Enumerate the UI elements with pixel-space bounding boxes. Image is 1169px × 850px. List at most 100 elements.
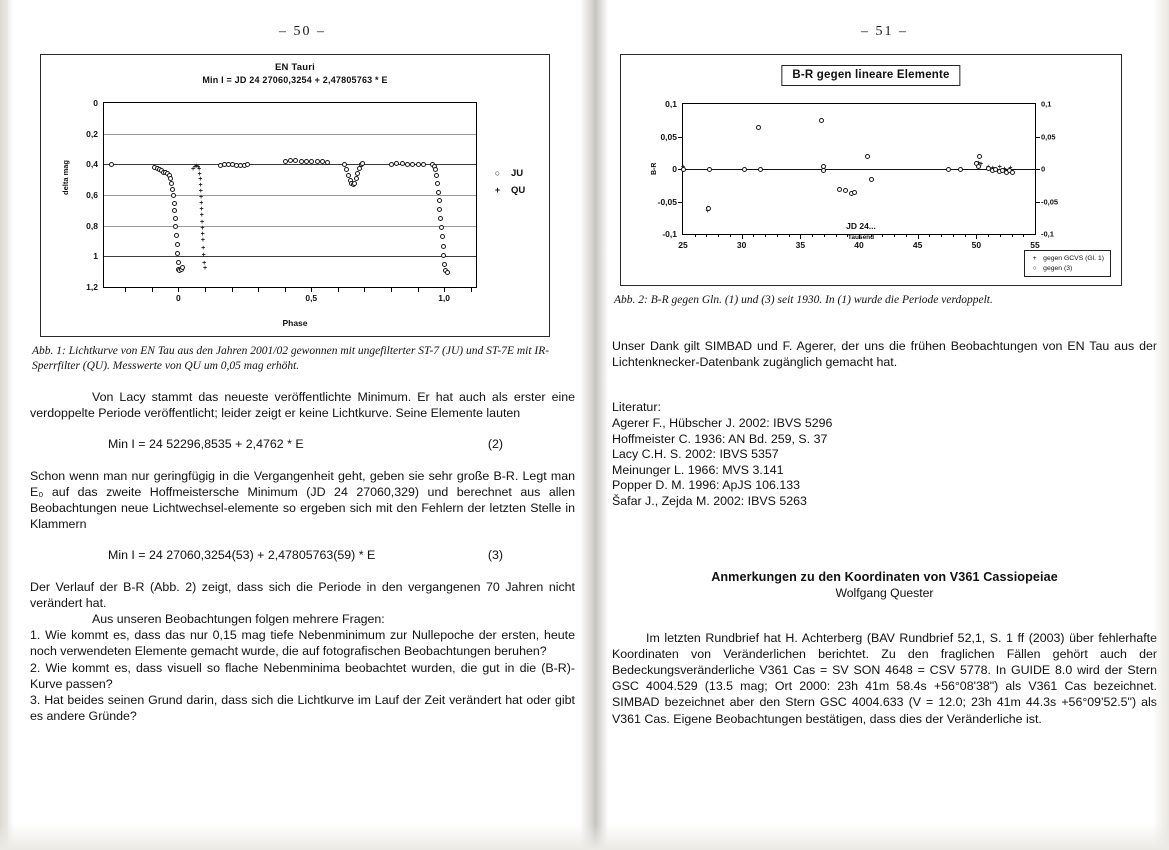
figure-2-data-point [865,154,871,159]
figure-2-x-tick-mark [952,234,954,237]
figure-1-data-point: + [200,224,205,232]
figure-1-legend: ○ JU + QU [493,165,525,199]
figure-1-y-tick: 1 [93,251,98,262]
figure-1-data-point [436,197,442,203]
paragraph-fragen-intro: Aus unseren Beobachtungen folgen mehrere… [92,612,385,627]
figure-1-x-tick-mark [125,287,127,292]
figure-2-data-point: + [998,164,1002,171]
figure-1-data-point [175,260,181,266]
figure-2-x-tick-mark [694,234,696,237]
figure-1-data-point: + [198,181,203,189]
legend-label-qu: QU [511,185,526,196]
figure-2-x-axis-label: JD 24... Tausend [741,221,981,243]
figure-2-x-tick-mark [835,234,837,237]
figure-1-x-tick-mark [417,287,419,292]
figure-1-gridline [104,164,476,166]
figure-2-x-tick-mark [812,234,814,237]
figure-1-x-tick-mark [284,287,286,292]
equation-2: Min I = 24 52296,8535 + 2,4762 * E (2) [30,436,575,452]
figure-2-data-point [837,186,843,192]
figure-2-x-tick-mark [741,234,743,239]
article-2-author: Wolfgang Quester [835,585,934,600]
figure-1-data-point [345,173,351,179]
figure-1-data-point [325,159,331,165]
figure-2-data-point [975,164,981,170]
figure-2-data-point [758,167,764,172]
figure-1-data-point [344,166,350,172]
figure-1-data-point [172,208,178,214]
literature-item: Lacy C.H. S. 2002: IBVS 5357 [612,447,779,462]
figure-2-x-tick-mark [894,234,896,237]
figure-2-x-tick-mark [1011,234,1013,237]
figure-2-data-point [705,206,711,211]
figure-1-data-point [438,216,444,221]
figure-2-b-r-diagram: B-R gegen lineare Elemente B-R -0,1 -0,1-… [620,54,1122,286]
question-1: 1. Wie kommt es, dass das nur 0,15 mag t… [30,628,575,659]
figure-1-data-point [437,206,443,212]
figure-1-x-tick-mark [470,287,472,292]
legend-label-gcvs: gegen GCVS (Gl. 1) [1043,255,1104,262]
figure-2-x-tick: 40 [854,240,864,250]
figure-1-data-point [108,161,114,167]
figure-2-x-tick-mark [988,234,990,237]
figure-1-data-point: + [198,175,203,183]
figure-1-data-point [420,162,426,168]
figure-1-data-point: + [194,163,199,171]
legend-entry-gegen3: ○ gegen (3) [1031,264,1104,274]
literature-section: Literatur: Agerer F., Hübscher J. 2002: … [612,400,1157,509]
left-page-body: Von Lacy stammt das neueste veröffentlic… [30,389,575,724]
figure-2-data-point [986,165,992,171]
figure-1-data-point [174,232,179,238]
figure-1-data-point [170,193,176,198]
figure-2-x-tick-mark [929,234,931,237]
figure-1-title-line1: EN Tauri [275,62,315,73]
figure-1-data-point [169,180,175,186]
figure-2-x-axis-label-sub: Tausend [847,234,875,241]
figure-1-y-tick: 0,2 [86,128,98,139]
equation-2-text: Min I = 24 52296,8535 + 2,4762 * E [108,437,304,452]
figure-1-title: EN Tauri Min I = JD 24 27060,3254 + 2,47… [41,55,549,86]
figure-2-y-tick-right: 0 [1041,164,1046,174]
plus-marker-icon: + [494,185,501,195]
figure-2-x-tick-mark [847,234,849,237]
figure-1-data-point [179,265,185,271]
figure-1-data-point: + [201,244,206,252]
figure-2-x-tick-mark [905,234,907,237]
figure-1-data-point [282,158,288,164]
literature-heading: Literatur: [612,400,661,415]
figure-1-data-point: + [197,171,202,179]
figure-2-y-tick: 0,1 [665,99,677,109]
figure-1-light-curve: EN Tauri Min I = JD 24 27060,3254 + 2,47… [40,54,550,337]
figure-2-y-tick-mark [678,169,683,170]
literature-item: Meinunger L. 1966: MVS 3.141 [612,462,784,477]
figure-1-data-point [168,176,174,182]
figure-2-y-tick-mark [678,201,683,203]
figure-1-x-tick-mark [390,287,392,292]
article-2-body: Im letzten Rundbrief hat H. Achterberg (… [612,630,1157,726]
figure-1-gridline [104,195,476,196]
legend-entry-ju: ○ JU [493,165,525,182]
figure-2-x-tick: 35 [795,240,806,250]
figure-2-caption: Abb. 2: B-R gegen Gln. (1) und (3) seit … [614,294,993,306]
figure-1-title-line2: Min I = JD 24 27060,3254 + 2,47805763 * … [202,75,388,85]
figure-2-y-tick-mark [1035,169,1040,170]
figure-2-x-tick-mark [964,234,966,237]
literature-item: Popper D. M. 1996: ApJS 106.133 [612,478,801,493]
figure-1-x-tick-mark [151,287,153,292]
legend-entry-qu: + QU [493,182,525,199]
figure-1-data-point [352,180,358,186]
figure-2-data-point [742,167,747,172]
figure-1-data-point: + [202,264,208,272]
figure-1-data-point [245,162,251,168]
figure-1-y-tick: 0,8 [86,220,98,231]
figure-2-x-tick-mark [976,234,978,239]
figure-1-x-tick: 0 [176,293,181,303]
page-number-right: – 51 – [861,24,908,39]
figure-1-data-point [173,223,179,229]
figure-1-plot-area: 0 0,2 0,4 0,6 0,8 1 1,2 0 0,5 1,0 + + + + + + + + + + + + + + + +… [86,98,477,303]
figure-2-data-point [706,167,712,172]
left-page: – 50 – EN Tauri Min I = JD 24 27060,3254… [30,24,575,724]
figure-1-data-point [415,162,421,168]
figure-1-x-tick-mark [311,287,313,292]
figure-1-y-tick: 0,6 [86,190,98,200]
